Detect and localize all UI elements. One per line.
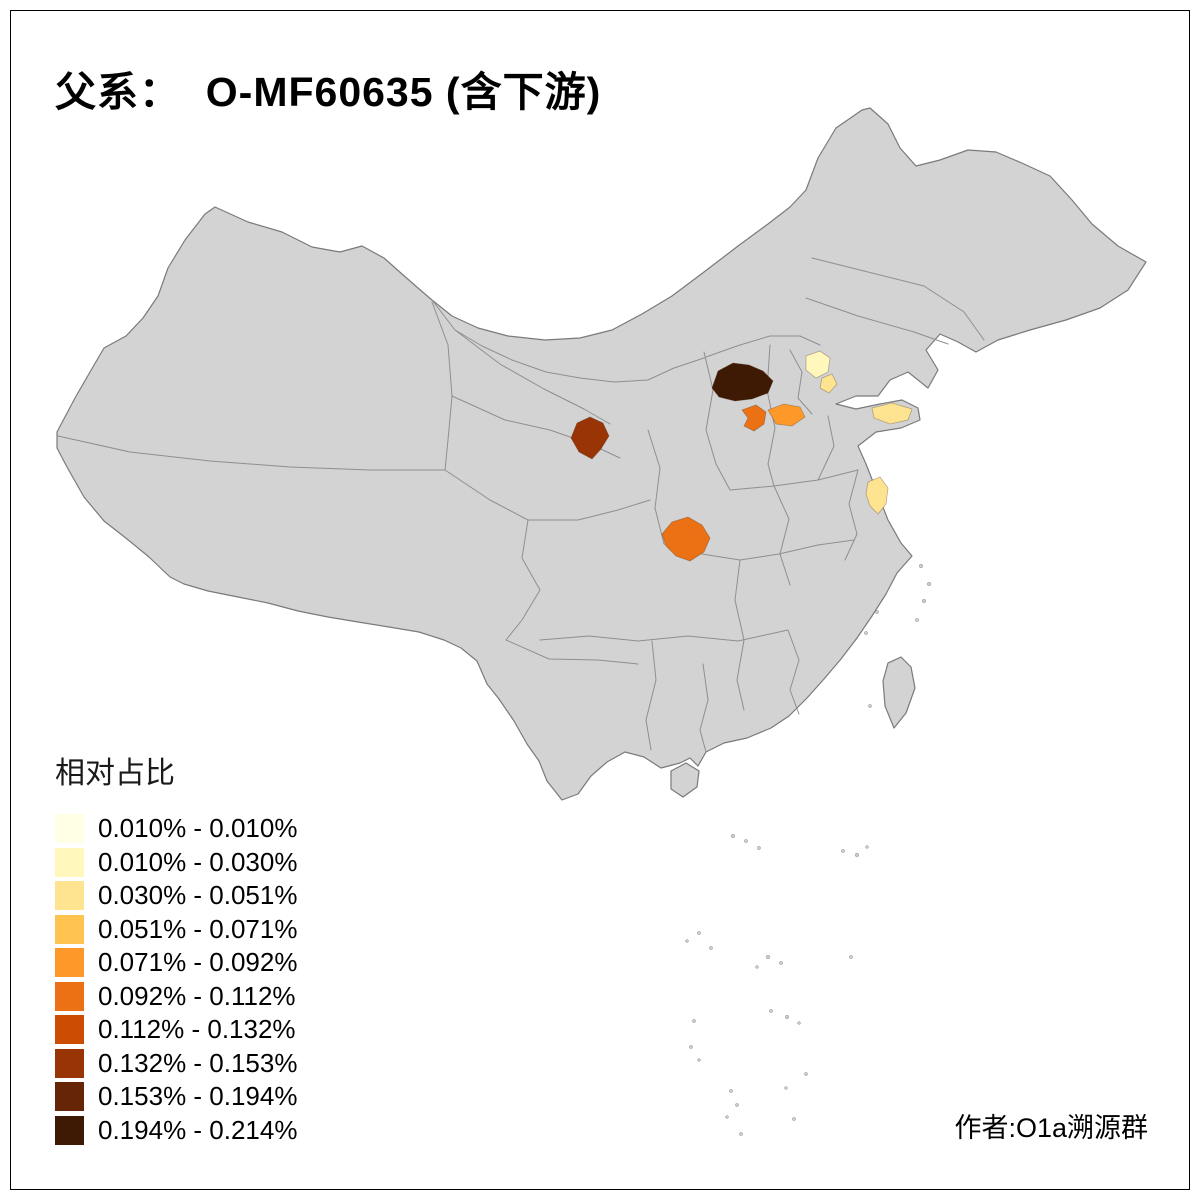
legend-swatch bbox=[55, 981, 84, 1011]
china-mainland bbox=[56, 107, 1147, 801]
legend-row: 0.010% - 0.030% bbox=[55, 846, 297, 880]
legend-row: 0.194% - 0.214% bbox=[55, 1114, 297, 1148]
region-central-shanxi bbox=[741, 404, 767, 432]
legend-label: 0.010% - 0.010% bbox=[98, 813, 298, 844]
legend-row: 0.071% - 0.092% bbox=[55, 946, 297, 980]
highlighted-regions bbox=[570, 350, 913, 562]
region-north-shanxi bbox=[711, 362, 774, 402]
legend-label: 0.051% - 0.071% bbox=[98, 913, 298, 944]
legend-swatch bbox=[55, 914, 84, 944]
legend-title: 相对占比 bbox=[55, 757, 175, 790]
legend-row: 0.153% - 0.194% bbox=[55, 1080, 297, 1114]
region-gansu-lanzhou bbox=[570, 416, 610, 460]
hainan-island bbox=[670, 762, 700, 798]
legend-swatch bbox=[55, 1115, 84, 1145]
legend-row: 0.010% - 0.010% bbox=[55, 812, 297, 846]
legend-label: 0.071% - 0.092% bbox=[98, 947, 298, 978]
legend-swatch bbox=[55, 1082, 84, 1112]
legend-row: 0.092% - 0.112% bbox=[55, 980, 297, 1014]
province-borders bbox=[57, 257, 985, 753]
region-jiangsu-coastal bbox=[865, 476, 889, 515]
legend-swatch bbox=[55, 814, 84, 844]
region-chengdu-sichuan bbox=[661, 516, 711, 562]
legend-label: 0.112% - 0.132% bbox=[98, 1014, 296, 1045]
legend-label: 0.010% - 0.030% bbox=[98, 846, 298, 877]
legend-label: 0.194% - 0.214% bbox=[98, 1114, 298, 1145]
figure-title: 父系： O-MF60635 (含下游) bbox=[55, 69, 602, 115]
legend-row: 0.051% - 0.071% bbox=[55, 913, 297, 947]
legend-swatch bbox=[55, 847, 84, 877]
legend-swatch bbox=[55, 1015, 84, 1045]
taiwan-island bbox=[882, 656, 916, 729]
legend-label: 0.092% - 0.112% bbox=[98, 980, 296, 1011]
region-beijing bbox=[805, 350, 831, 379]
region-west-hebei bbox=[767, 403, 806, 427]
legend-label: 0.153% - 0.194% bbox=[98, 1081, 298, 1112]
attribution-text: 作者:O1a溯源群 bbox=[954, 1113, 1148, 1143]
legend-row: 0.030% - 0.051% bbox=[55, 879, 297, 913]
legend-swatch bbox=[55, 881, 84, 911]
legend-rows: 0.010% - 0.010% 0.010% - 0.030% 0.030% - 0… bbox=[55, 812, 297, 1147]
region-beijing-south-patch bbox=[819, 373, 838, 394]
sea-islands bbox=[685, 563, 932, 1136]
legend-swatch bbox=[55, 1048, 84, 1078]
legend-swatch bbox=[55, 948, 84, 978]
legend-row: 0.112% - 0.132% bbox=[55, 1013, 297, 1047]
legend-label: 0.132% - 0.153% bbox=[98, 1047, 298, 1078]
legend-row: 0.132% - 0.153% bbox=[55, 1047, 297, 1081]
legend: 相对占比 0.010% - 0.010% 0.010% - 0.030% 0.030… bbox=[55, 748, 297, 1147]
legend-label: 0.030% - 0.051% bbox=[98, 880, 298, 911]
region-shandong-peninsula bbox=[871, 402, 913, 425]
